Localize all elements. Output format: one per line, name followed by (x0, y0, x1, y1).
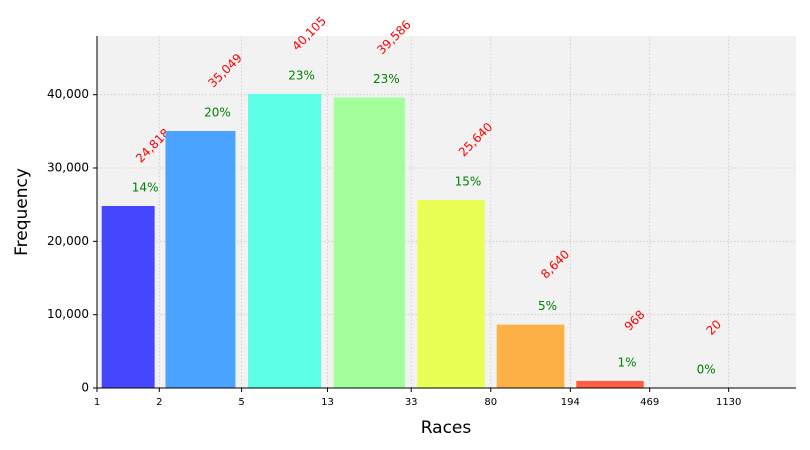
y-tick-label: 30,000 (47, 161, 89, 175)
bar (496, 324, 565, 388)
x-tick-label: 1130 (716, 397, 741, 408)
percent-label: 1% (617, 355, 636, 369)
y-axis-label: Frequency (12, 168, 32, 256)
bar (248, 93, 322, 388)
x-tick-label: 2 (156, 397, 162, 408)
y-tick-label: 20,000 (47, 234, 89, 248)
percent-label: 14% (132, 181, 159, 195)
bar (333, 97, 405, 388)
x-tick-label: 13 (321, 397, 334, 408)
y-tick-label: 40,000 (47, 87, 89, 101)
bar (101, 206, 155, 388)
x-tick-label: 5 (238, 397, 244, 408)
x-tick-label: 80 (484, 397, 497, 408)
bar (417, 199, 485, 388)
bar (165, 130, 236, 388)
percent-label: 0% (697, 362, 716, 376)
percent-label: 23% (373, 72, 400, 86)
percent-label: 15% (455, 174, 482, 188)
percent-label: 23% (288, 68, 315, 82)
y-tick-label: 10,000 (47, 307, 89, 321)
percent-label: 20% (204, 105, 231, 119)
x-tick-label: 469 (640, 397, 659, 408)
x-tick-label: 1 (94, 397, 100, 408)
percent-label: 5% (538, 299, 557, 313)
bar (576, 380, 644, 388)
x-axis-label: Races (421, 418, 472, 438)
x-tick-label: 33 (405, 397, 418, 408)
y-tick-label: 0 (81, 381, 89, 395)
x-tick-label: 194 (561, 397, 580, 408)
